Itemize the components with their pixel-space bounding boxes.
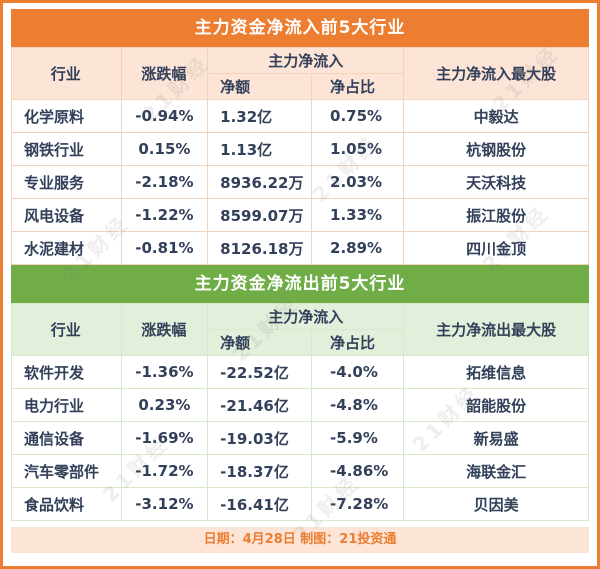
cell-top-stock: 韶能股份	[403, 388, 589, 422]
cell-change: -1.22%	[120, 198, 209, 232]
table-row: 软件开发 -1.36% -22.52亿 -4.0% 拓维信息	[11, 355, 589, 389]
cell-net-ratio: -4.0%	[311, 355, 405, 389]
cell-net-ratio: -5.9%	[311, 421, 405, 455]
column-header-net-amount: 净额	[207, 329, 313, 356]
cell-net-amount: -21.46亿	[207, 388, 313, 422]
column-header-top-stock: 主力净流出最大股	[403, 303, 589, 356]
cell-top-stock: 拓维信息	[403, 355, 589, 389]
column-header-net-ratio: 净占比	[311, 329, 405, 356]
cell-change: -0.94%	[120, 99, 209, 133]
cell-net-ratio: -4.8%	[311, 388, 405, 422]
inflow-table: 行业 涨跌幅 主力净流入 主力净流入最大股 净额 净占比 化学原料 -0.94%…	[11, 47, 589, 265]
cell-net-amount: -16.41亿	[207, 487, 313, 521]
table-row: 通信设备 -1.69% -19.03亿 -5.9% 新易盛	[11, 421, 589, 455]
cell-net-amount: 8599.07万	[207, 198, 313, 232]
footer-credit: 日期：4月28日 制图：21投资通	[11, 527, 589, 553]
cell-change: -0.81%	[120, 231, 209, 265]
cell-top-stock: 振江股份	[403, 198, 589, 232]
cell-top-stock: 海联金汇	[403, 454, 589, 488]
table-row: 专业服务 -2.18% 8936.22万 2.03% 天沃科技	[11, 165, 589, 199]
column-header-net-inflow-group: 主力净流入	[207, 303, 405, 330]
cell-net-amount: 8126.18万	[207, 231, 313, 265]
column-header-net-ratio: 净占比	[311, 73, 405, 100]
table-row: 水泥建材 -0.81% 8126.18万 2.89% 四川金顶	[11, 231, 589, 265]
cell-change: 0.15%	[120, 132, 209, 166]
cell-industry: 食品饮料	[11, 487, 122, 521]
cell-top-stock: 杭钢股份	[403, 132, 589, 166]
cell-industry: 通信设备	[11, 421, 122, 455]
cell-change: 0.23%	[120, 388, 209, 422]
cell-change: -1.72%	[120, 454, 209, 488]
cell-net-amount: 1.13亿	[207, 132, 313, 166]
cell-top-stock: 中毅达	[403, 99, 589, 133]
column-header-change: 涨跌幅	[120, 303, 209, 356]
cell-industry: 专业服务	[11, 165, 122, 199]
cell-change: -3.12%	[120, 487, 209, 521]
cell-industry: 软件开发	[11, 355, 122, 389]
outflow-table-header: 行业 涨跌幅 主力净流入 主力净流出最大股 净额 净占比	[11, 303, 589, 356]
column-header-net-amount: 净额	[207, 73, 313, 100]
cell-net-ratio: 2.89%	[311, 231, 405, 265]
outflow-title-banner: 主力资金净流出前5大行业	[11, 265, 589, 303]
cell-change: -1.36%	[120, 355, 209, 389]
cell-net-amount: -18.37亿	[207, 454, 313, 488]
column-header-net-inflow-group: 主力净流入	[207, 47, 405, 74]
column-header-change: 涨跌幅	[120, 47, 209, 100]
cell-change: -2.18%	[120, 165, 209, 199]
table-row: 汽车零部件 -1.72% -18.37亿 -4.86% 海联金汇	[11, 454, 589, 488]
table-row: 化学原料 -0.94% 1.32亿 0.75% 中毅达	[11, 99, 589, 133]
cell-top-stock: 四川金顶	[403, 231, 589, 265]
table-row: 风电设备 -1.22% 8599.07万 1.33% 振江股份	[11, 198, 589, 232]
cell-net-amount: 8936.22万	[207, 165, 313, 199]
cell-net-amount: -22.52亿	[207, 355, 313, 389]
cell-net-ratio: 1.05%	[311, 132, 405, 166]
cell-industry: 汽车零部件	[11, 454, 122, 488]
cell-net-ratio: 0.75%	[311, 99, 405, 133]
outflow-table: 行业 涨跌幅 主力净流入 主力净流出最大股 净额 净占比 软件开发 -1.36%…	[11, 303, 589, 521]
cell-net-ratio: 1.33%	[311, 198, 405, 232]
table-row: 食品饮料 -3.12% -16.41亿 -7.28% 贝因美	[11, 487, 589, 521]
cell-net-amount: 1.32亿	[207, 99, 313, 133]
cell-net-ratio: -4.86%	[311, 454, 405, 488]
cell-top-stock: 天沃科技	[403, 165, 589, 199]
cell-net-ratio: 2.03%	[311, 165, 405, 199]
cell-industry: 电力行业	[11, 388, 122, 422]
table-row: 电力行业 0.23% -21.46亿 -4.8% 韶能股份	[11, 388, 589, 422]
cell-industry: 钢铁行业	[11, 132, 122, 166]
cell-net-amount: -19.03亿	[207, 421, 313, 455]
cell-change: -1.69%	[120, 421, 209, 455]
table-row: 钢铁行业 0.15% 1.13亿 1.05% 杭钢股份	[11, 132, 589, 166]
cell-industry: 化学原料	[11, 99, 122, 133]
column-header-top-stock: 主力净流入最大股	[403, 47, 589, 100]
cell-top-stock: 新易盛	[403, 421, 589, 455]
cell-industry: 水泥建材	[11, 231, 122, 265]
cell-net-ratio: -7.28%	[311, 487, 405, 521]
cell-top-stock: 贝因美	[403, 487, 589, 521]
inflow-title-banner: 主力资金净流入前5大行业	[11, 9, 589, 47]
column-header-industry: 行业	[11, 303, 122, 356]
cell-industry: 风电设备	[11, 198, 122, 232]
inflow-table-header: 行业 涨跌幅 主力净流入 主力净流入最大股 净额 净占比	[11, 47, 589, 100]
column-header-industry: 行业	[11, 47, 122, 100]
